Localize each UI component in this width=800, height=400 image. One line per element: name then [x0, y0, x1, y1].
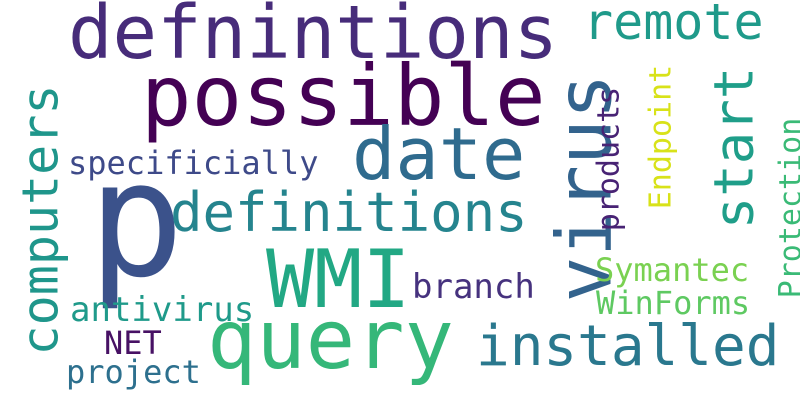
word-possible: possible	[141, 47, 546, 145]
word-computers: computers	[11, 84, 70, 356]
word-symantec: Symantec	[595, 251, 750, 289]
word-start: start	[702, 66, 766, 230]
word-specificially: specificially	[68, 144, 319, 182]
word-remote: remote	[583, 0, 764, 51]
word-wmi: WMI	[266, 233, 411, 326]
word-products: products	[591, 86, 627, 232]
word-installed: installed	[476, 314, 780, 379]
word-project: project	[66, 353, 201, 391]
word-protection: Protection	[773, 117, 800, 299]
word-date: date	[352, 112, 526, 196]
word-query: query	[207, 293, 454, 388]
word-p: p	[88, 126, 185, 313]
word-winforms: WinForms	[596, 284, 751, 322]
word-definitions: definitions	[170, 181, 528, 244]
word-defnintions: defnintions	[68, 0, 559, 76]
word-endpoint: Endpoint	[643, 64, 679, 210]
word-net: NET	[104, 324, 162, 362]
word-antivirus: antivirus	[70, 290, 255, 330]
word-branch: branch	[412, 267, 535, 307]
